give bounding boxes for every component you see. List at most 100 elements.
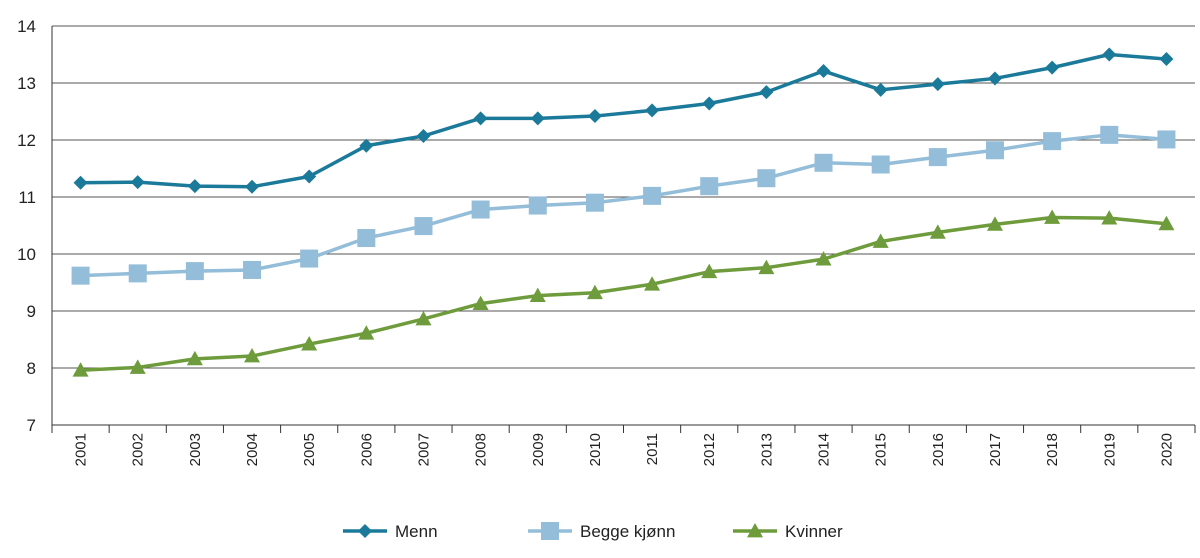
x-tick-label: 2008: [473, 433, 490, 466]
series-group: [71, 47, 1176, 377]
data-point: [587, 109, 602, 124]
legend-label: Kvinner: [785, 522, 843, 541]
x-tick-label: 2004: [244, 433, 261, 466]
data-point: [987, 71, 1002, 86]
data-point: [358, 524, 372, 538]
x-tick-label: 2013: [758, 433, 775, 466]
data-point: [302, 169, 317, 184]
data-point: [747, 523, 763, 538]
data-point: [187, 179, 202, 194]
data-point: [585, 193, 604, 212]
x-tick-label: 2009: [530, 433, 547, 466]
x-tick-label: 2012: [701, 433, 718, 466]
data-point: [130, 175, 145, 190]
legend-label: Begge kjønn: [580, 522, 675, 541]
legend-item: Begge kjønn: [528, 522, 675, 541]
data-point: [873, 82, 888, 97]
data-point: [301, 336, 318, 351]
y-tick-label: 9: [27, 302, 36, 321]
legend-item: Menn: [343, 522, 438, 541]
x-tick-label: 2020: [1158, 433, 1175, 466]
x-tick-label: 2001: [73, 433, 90, 466]
data-point: [758, 259, 775, 275]
data-point: [243, 260, 262, 279]
x-tick-label: 2016: [930, 433, 947, 466]
series-menn: [73, 47, 1174, 194]
x-tick-label: 2015: [873, 433, 890, 466]
data-point: [471, 200, 490, 219]
data-point: [1100, 125, 1119, 144]
data-point: [872, 233, 889, 248]
x-tick-label: 2017: [987, 433, 1004, 466]
data-point: [72, 362, 89, 377]
data-point: [586, 284, 603, 300]
data-point: [928, 148, 947, 167]
data-point: [530, 111, 545, 126]
gridlines: [52, 25, 1195, 369]
data-point: [529, 287, 546, 303]
data-point: [358, 325, 375, 340]
x-tick-label: 2005: [301, 433, 318, 466]
data-point: [929, 224, 946, 239]
data-point: [985, 141, 1004, 160]
data-point: [645, 103, 660, 118]
data-point: [1044, 209, 1061, 224]
x-tick-label: 2019: [1101, 433, 1118, 466]
x-tick-label: 2014: [816, 433, 833, 466]
data-point: [1045, 60, 1060, 75]
data-point: [1159, 52, 1174, 67]
data-point: [700, 177, 719, 196]
y-tick-label: 12: [17, 131, 36, 150]
data-point: [814, 153, 833, 172]
data-point: [1158, 215, 1175, 231]
data-point: [414, 217, 433, 236]
data-point: [185, 262, 204, 281]
data-point: [871, 155, 890, 174]
data-point: [416, 129, 431, 144]
data-point: [1101, 210, 1118, 225]
legend-label: Menn: [395, 522, 438, 541]
data-point: [357, 229, 376, 248]
x-tick-label: 2010: [587, 433, 604, 466]
data-point: [359, 138, 374, 153]
data-point: [986, 216, 1003, 231]
data-point: [930, 77, 945, 92]
data-point: [473, 111, 488, 126]
data-point: [643, 186, 662, 205]
y-tick-label: 10: [17, 245, 36, 264]
data-point: [300, 249, 319, 268]
data-point: [129, 359, 146, 374]
data-point: [541, 522, 559, 540]
x-tick-label: 2003: [187, 433, 204, 466]
y-tick-label: 13: [17, 74, 36, 93]
data-point: [757, 169, 776, 188]
legend-item: Kvinner: [733, 522, 843, 541]
x-tick-label: 2007: [415, 433, 432, 466]
data-point: [702, 96, 717, 111]
data-point: [701, 263, 718, 279]
series-line: [80, 52, 1167, 189]
data-point: [1102, 47, 1117, 62]
data-point: [1043, 132, 1062, 151]
x-axis: 2001 2002 2003 2004 2005 2006 2007 2008 2009 2010…: [51, 26, 1196, 466]
legend: Menn Begge kjønn Kvinner: [343, 522, 843, 541]
y-tick-label: 14: [17, 17, 36, 36]
data-point: [759, 85, 774, 100]
x-tick-label: 2002: [130, 433, 147, 466]
series-line: [80, 133, 1167, 278]
x-tick-label: 2006: [358, 433, 375, 466]
data-point: [644, 276, 661, 291]
y-axis-ticks: 7 8 9 10 11 12 13 14: [17, 17, 36, 435]
data-point: [816, 64, 831, 79]
series-kvinner: [72, 209, 1175, 377]
series-line: [80, 215, 1167, 373]
y-tick-label: 7: [27, 416, 36, 435]
data-point: [528, 196, 547, 215]
data-point: [1157, 130, 1176, 149]
x-tick-label: 2018: [1044, 433, 1061, 466]
data-point: [71, 266, 90, 285]
data-point: [186, 350, 203, 366]
data-point: [244, 348, 261, 363]
y-tick-label: 11: [18, 188, 36, 207]
